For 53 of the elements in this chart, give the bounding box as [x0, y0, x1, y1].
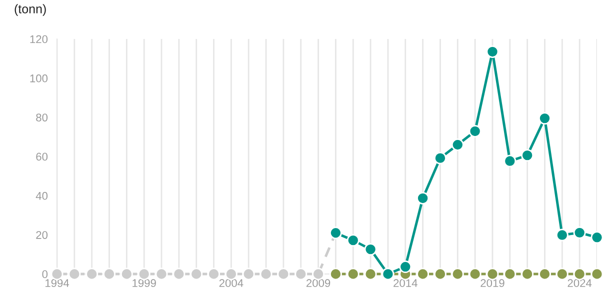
- x-tick-label: 1994: [45, 279, 70, 288]
- point: [86, 268, 98, 280]
- y-tick-label: 100: [30, 74, 48, 82]
- x-tick-label: 2014: [394, 279, 418, 288]
- y-tick-label: 0: [42, 270, 48, 278]
- point: [556, 228, 568, 242]
- point: [434, 268, 446, 280]
- point: [120, 268, 133, 280]
- y-tick-label: 40: [36, 192, 48, 200]
- point: [242, 268, 255, 280]
- point: [468, 268, 482, 280]
- point: [399, 260, 412, 274]
- point: [364, 268, 377, 280]
- point: [468, 124, 482, 138]
- point: [590, 268, 604, 280]
- x-tick-label: 1999: [132, 279, 156, 288]
- point: [277, 268, 290, 280]
- point: [208, 268, 220, 280]
- point: [573, 226, 586, 239]
- point: [103, 268, 116, 280]
- point: [172, 268, 186, 280]
- point: [416, 192, 430, 204]
- x-tick-label: 2009: [306, 279, 330, 288]
- point: [329, 268, 342, 280]
- x-tick-label: 2004: [219, 279, 244, 288]
- point: [538, 112, 551, 125]
- point: [556, 268, 568, 280]
- x-tick-label: 2019: [480, 279, 504, 288]
- point: [538, 268, 551, 280]
- point: [68, 268, 81, 280]
- point: [346, 268, 360, 280]
- y-tick-label: 60: [36, 152, 48, 161]
- point: [294, 268, 308, 280]
- point: [504, 154, 516, 168]
- point: [521, 268, 534, 280]
- point: [416, 268, 430, 280]
- point: [434, 152, 446, 164]
- point: [451, 138, 464, 151]
- point: [364, 243, 377, 256]
- point: [590, 231, 604, 244]
- y-tick-label: 120: [30, 35, 48, 44]
- x-tick-label: 2024: [568, 279, 592, 288]
- point: [504, 268, 516, 280]
- point: [521, 149, 534, 162]
- point: [451, 268, 464, 280]
- point: [260, 268, 272, 280]
- point: [486, 45, 499, 58]
- y-tick-label: 20: [36, 231, 48, 239]
- point: [346, 234, 360, 247]
- point: [155, 268, 168, 280]
- point: [190, 268, 203, 280]
- y-axis-title: (tonn): [14, 4, 46, 16]
- y-tick-label: 80: [36, 114, 48, 122]
